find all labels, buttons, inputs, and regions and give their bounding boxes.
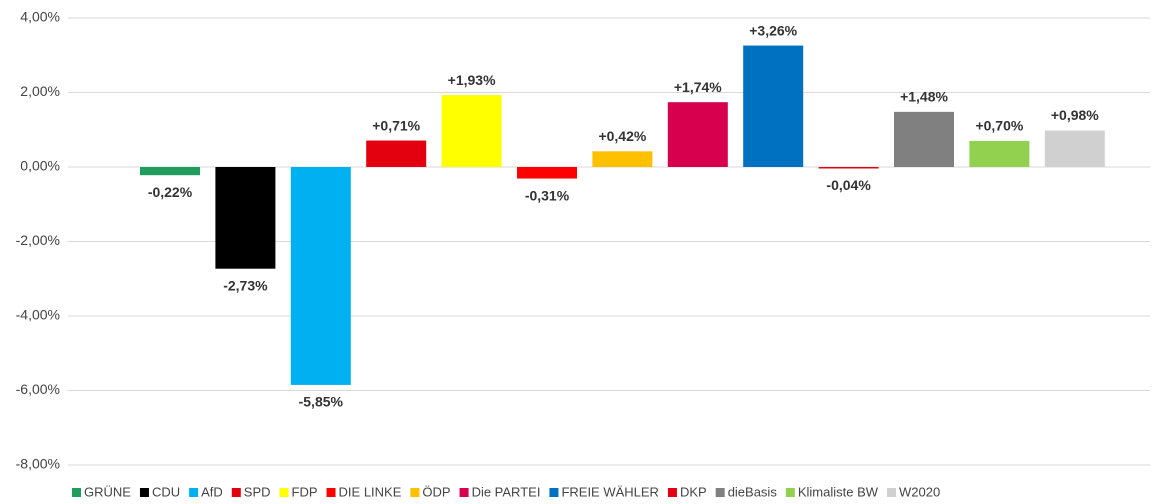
legend-swatch	[887, 488, 897, 497]
bar	[441, 95, 502, 167]
legend-swatch	[715, 488, 725, 497]
y-tick-label: -2,00%	[16, 232, 60, 248]
value-label: -0,22%	[148, 184, 193, 200]
legend-swatch	[279, 488, 289, 497]
legend-swatch	[189, 488, 199, 497]
bar	[517, 167, 577, 179]
bar	[290, 167, 351, 385]
value-label: -0,04%	[826, 177, 871, 193]
value-label: -5,85%	[299, 394, 344, 410]
value-label: +0,71%	[372, 117, 420, 133]
value-label: +0,98%	[1051, 107, 1099, 123]
bar	[215, 167, 276, 269]
legend-swatch	[72, 488, 81, 497]
bar	[894, 111, 954, 167]
legend-label: Die PARTEI	[472, 484, 541, 499]
legend-label: FREIE WÄHLER	[561, 484, 659, 499]
legend-swatch	[326, 488, 336, 497]
bar	[366, 140, 427, 167]
value-label: -2,73%	[223, 277, 268, 293]
value-label: +3,26%	[749, 22, 797, 38]
legend-swatch	[459, 488, 469, 497]
legend-label: CDU	[152, 484, 180, 499]
y-tick-label: -6,00%	[16, 381, 60, 397]
legend-label: GRÜNE	[84, 484, 131, 499]
legend-label: AfD	[201, 484, 223, 499]
legend-swatch	[410, 488, 420, 497]
bar	[140, 167, 200, 176]
legend-swatch	[785, 488, 795, 497]
bar	[592, 151, 653, 167]
y-tick-label: 2,00%	[20, 83, 60, 99]
value-label: -0,31%	[525, 187, 570, 203]
value-label: +1,74%	[674, 79, 722, 95]
value-label: +1,48%	[900, 89, 948, 105]
y-tick-label: -4,00%	[16, 307, 60, 323]
legend-swatch	[667, 488, 677, 497]
bar	[1044, 130, 1105, 167]
legend-label: W2020	[899, 484, 940, 499]
legend-label: dieBasis	[728, 484, 778, 499]
bar	[969, 140, 1030, 167]
legend-swatch	[139, 488, 149, 497]
value-label: +0,70%	[975, 118, 1023, 134]
y-tick-label: 0,00%	[20, 158, 60, 174]
legend-label: DIE LINKE	[339, 484, 402, 499]
y-tick-label: 4,00%	[20, 9, 60, 25]
legend-swatch	[231, 488, 241, 497]
bar	[743, 45, 804, 167]
legend-label: DKP	[680, 484, 707, 499]
legend-label: Klimaliste BW	[798, 484, 879, 499]
legend-label: ÖDP	[422, 484, 450, 499]
bar	[818, 167, 879, 169]
value-label: +0,42%	[598, 128, 646, 144]
bar	[667, 102, 728, 167]
y-tick-label: -8,00%	[16, 456, 60, 472]
legend-swatch	[549, 488, 559, 497]
legend-label: SPD	[244, 484, 271, 499]
legend-label: FDP	[292, 484, 318, 499]
value-label: +1,93%	[448, 72, 496, 88]
